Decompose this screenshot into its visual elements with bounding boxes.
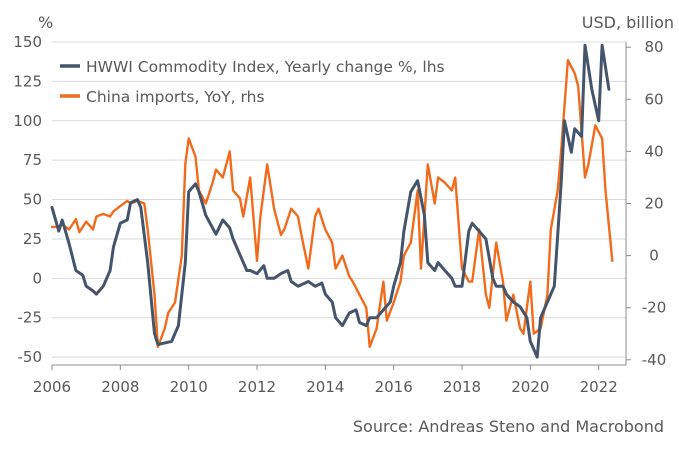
source-note: Source: Andreas Steno and Macrobond xyxy=(353,417,664,436)
left-tick-label: 150 xyxy=(13,33,42,51)
left-tick-label: -50 xyxy=(18,348,43,366)
right-axis-ticks: -40 -20 0 20 40 60 80 xyxy=(626,38,666,369)
right-tick-label: -20 xyxy=(642,299,667,317)
left-tick-label: 50 xyxy=(23,191,42,209)
series-layer xyxy=(50,43,614,359)
left-tick-label: 125 xyxy=(13,72,42,90)
x-tick-label: 2018 xyxy=(443,378,481,396)
legend-label-china: China imports, YoY, rhs xyxy=(86,88,265,106)
series-line-china-imports xyxy=(50,59,614,348)
x-tick-label: 2010 xyxy=(170,378,208,396)
x-tick-label: 2020 xyxy=(511,378,549,396)
legend-label-hwwi: HWWI Commodity Index, Yearly change %, l… xyxy=(86,58,445,76)
x-tick-label: 2022 xyxy=(580,378,618,396)
left-tick-label: 75 xyxy=(23,151,42,169)
left-tick-label: -25 xyxy=(18,309,43,327)
x-tick-label: 2012 xyxy=(238,378,276,396)
x-tick-label: 2008 xyxy=(101,378,139,396)
left-tick-label: 25 xyxy=(23,230,42,248)
right-tick-label: 0 xyxy=(649,247,659,265)
left-axis-ticks: -50 -25 0 25 50 75 100 125 150 xyxy=(13,33,42,366)
right-tick-label: 40 xyxy=(644,142,663,160)
right-tick-label: 80 xyxy=(644,38,663,56)
legend: HWWI Commodity Index, Yearly change %, l… xyxy=(60,58,445,106)
right-axis-label: USD, billion xyxy=(582,13,674,32)
x-tick-label: 2016 xyxy=(375,378,413,396)
left-axis-label: % xyxy=(38,13,53,32)
right-tick-label: 20 xyxy=(644,195,663,213)
left-tick-label: 100 xyxy=(13,112,42,130)
left-tick-label: 0 xyxy=(32,269,42,287)
x-axis-ticks: 2006 2008 2010 2012 2014 2016 2018 2020 2022 xyxy=(33,365,618,396)
x-tick-label: 2014 xyxy=(306,378,344,396)
x-tick-label: 2006 xyxy=(33,378,71,396)
right-tick-label: 60 xyxy=(644,90,663,108)
right-tick-label: -40 xyxy=(642,351,667,369)
series-line-hwwi xyxy=(50,43,611,359)
